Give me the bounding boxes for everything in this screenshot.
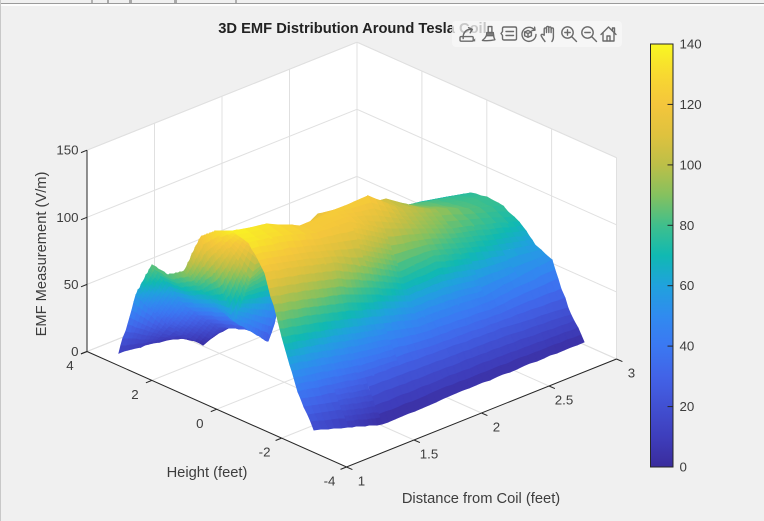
svg-text:100: 100: [56, 210, 78, 225]
svg-text:-4: -4: [324, 474, 336, 489]
svg-text:100: 100: [680, 157, 702, 172]
svg-text:2: 2: [131, 387, 138, 402]
svg-text:20: 20: [680, 399, 695, 414]
svg-text:50: 50: [64, 277, 79, 292]
svg-text:1: 1: [358, 474, 365, 489]
svg-text:-2: -2: [259, 445, 271, 460]
svg-text:80: 80: [680, 218, 695, 233]
svg-text:150: 150: [56, 143, 78, 158]
svg-text:140: 140: [680, 37, 702, 52]
svg-text:Distance from Coil (feet): Distance from Coil (feet): [402, 491, 560, 507]
svg-text:60: 60: [680, 278, 695, 293]
svg-text:1.5: 1.5: [420, 447, 439, 462]
svg-text:120: 120: [680, 97, 702, 112]
svg-text:0: 0: [71, 344, 78, 359]
svg-text:2: 2: [493, 420, 500, 435]
svg-text:4: 4: [66, 358, 73, 373]
svg-text:0: 0: [680, 460, 687, 475]
svg-text:EMF Measurement (V/m): EMF Measurement (V/m): [34, 172, 50, 337]
svg-text:Height (feet): Height (feet): [167, 465, 248, 481]
svg-text:0: 0: [196, 416, 203, 431]
svg-text:40: 40: [680, 339, 695, 354]
svg-text:2.5: 2.5: [555, 393, 574, 408]
svg-text:3: 3: [628, 366, 635, 381]
